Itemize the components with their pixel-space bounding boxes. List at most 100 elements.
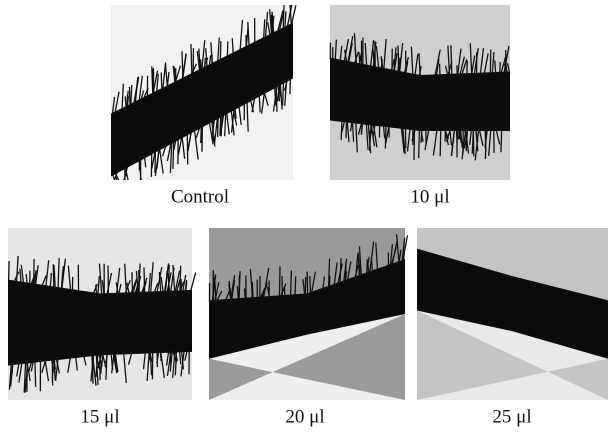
hair — [54, 357, 59, 382]
hair — [178, 350, 182, 365]
hair — [258, 94, 261, 113]
hair — [158, 148, 164, 174]
hair — [418, 53, 421, 78]
hair — [34, 360, 37, 387]
hair — [147, 351, 152, 364]
hair — [375, 242, 379, 271]
hair — [225, 112, 230, 135]
hair — [155, 73, 159, 93]
hair — [347, 35, 354, 64]
hair — [469, 128, 473, 145]
hair — [151, 66, 154, 95]
hair — [333, 262, 338, 286]
hair — [34, 265, 39, 286]
hair — [158, 272, 162, 294]
hair — [495, 128, 501, 145]
hair — [246, 101, 249, 132]
hair — [450, 45, 453, 76]
hair — [279, 283, 287, 298]
hair — [184, 349, 188, 361]
hair — [483, 53, 489, 75]
hair — [372, 123, 376, 138]
hair — [266, 286, 271, 299]
hair — [97, 275, 100, 296]
hair — [67, 356, 72, 373]
hair — [289, 270, 293, 297]
dark-band — [111, 22, 293, 177]
hair — [210, 42, 213, 65]
hair — [406, 127, 411, 152]
hair — [190, 63, 198, 76]
hair — [268, 9, 273, 36]
hair — [167, 264, 170, 293]
hair — [239, 19, 244, 52]
hair — [8, 363, 13, 390]
hair — [447, 45, 451, 76]
hair — [126, 90, 129, 108]
hair — [264, 11, 269, 39]
hair — [347, 43, 353, 64]
hair — [444, 65, 449, 77]
hair — [160, 276, 164, 294]
hair — [95, 353, 99, 386]
hair — [219, 115, 222, 136]
hair — [208, 121, 214, 142]
hair — [9, 362, 14, 387]
hair — [365, 122, 369, 150]
hair — [128, 87, 131, 106]
hair — [380, 56, 384, 70]
hair — [444, 128, 450, 146]
hair — [310, 271, 317, 294]
dark-band — [209, 258, 405, 359]
hair — [395, 234, 400, 264]
hair — [174, 65, 182, 84]
hair — [219, 41, 222, 61]
hair — [172, 264, 176, 293]
hair — [247, 22, 250, 47]
hair — [28, 360, 33, 373]
hair — [49, 272, 52, 288]
hair — [23, 361, 27, 393]
hair — [159, 350, 165, 378]
hair — [471, 128, 475, 154]
hair — [459, 56, 466, 76]
hair — [166, 350, 172, 377]
hair — [410, 46, 414, 76]
hair — [121, 83, 124, 111]
hair — [193, 129, 199, 160]
hair — [143, 267, 146, 294]
hair — [134, 77, 139, 104]
hair — [372, 47, 376, 69]
hair — [351, 121, 355, 142]
hair — [179, 265, 182, 293]
hair — [278, 84, 282, 98]
hair — [161, 144, 167, 157]
hair — [140, 90, 145, 101]
hair — [25, 274, 28, 285]
hair — [122, 352, 127, 384]
hair — [343, 38, 350, 63]
panel-label: 10 μl — [410, 186, 449, 207]
hair — [208, 55, 212, 67]
hair — [355, 121, 358, 153]
hair — [450, 128, 456, 157]
hair — [177, 136, 183, 156]
hair — [284, 11, 287, 29]
hair — [18, 361, 23, 383]
hair — [224, 289, 231, 302]
hair — [152, 70, 159, 95]
hair — [115, 267, 121, 295]
hair — [368, 241, 375, 274]
hair — [196, 51, 201, 72]
hair — [138, 263, 141, 294]
dark-band — [330, 57, 510, 131]
hair — [461, 59, 468, 76]
hair — [211, 118, 216, 135]
hair — [124, 96, 127, 109]
hair — [272, 84, 278, 112]
hair — [82, 354, 87, 366]
hair — [20, 264, 25, 285]
hair — [418, 128, 421, 158]
hair — [31, 271, 37, 286]
hair — [214, 282, 220, 302]
